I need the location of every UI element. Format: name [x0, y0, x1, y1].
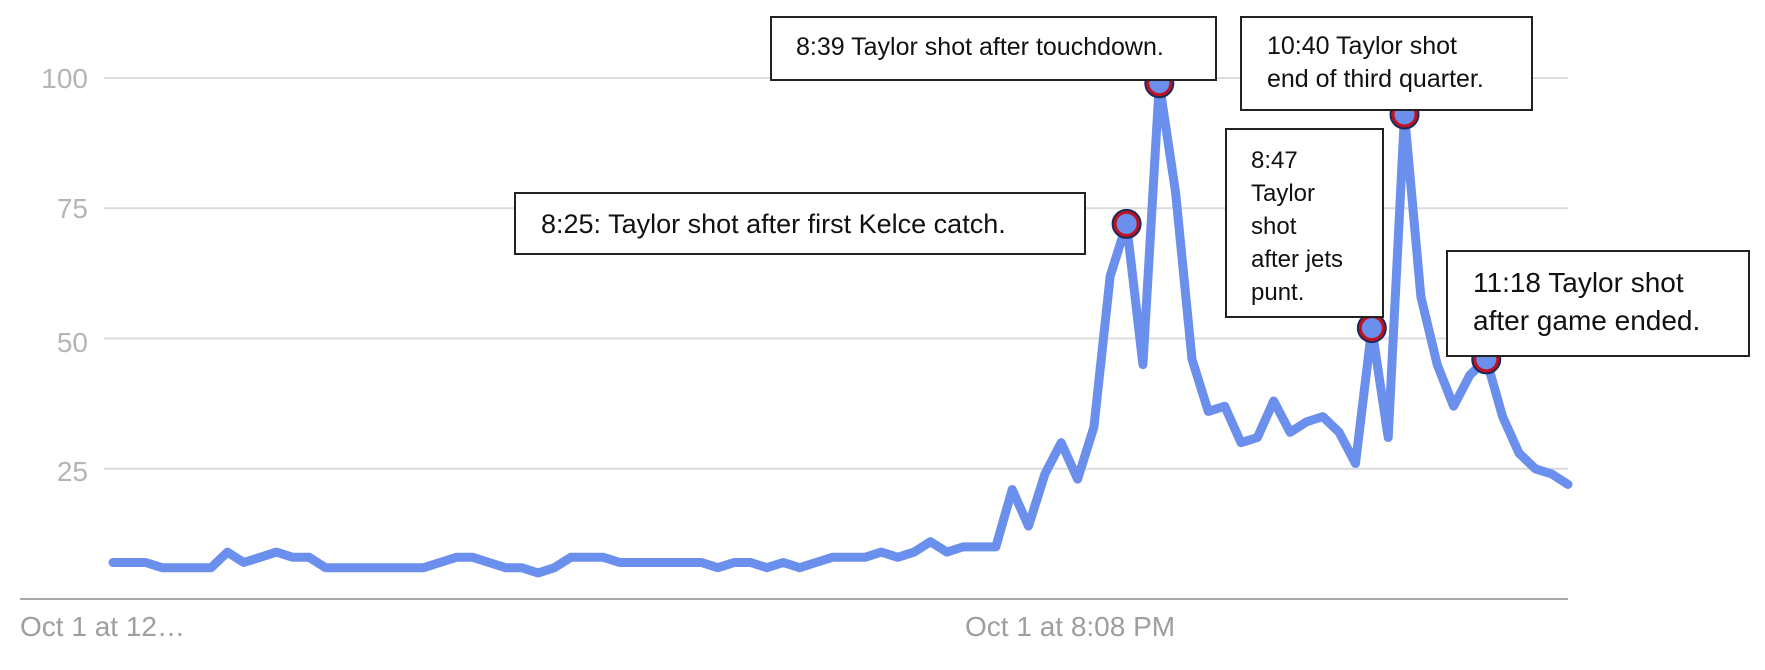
y-tick-label: 100 — [41, 63, 88, 94]
y-tick-label: 75 — [57, 193, 88, 224]
annotation-marker — [1112, 209, 1141, 238]
annotation-jets-punt: 8:47 Taylor shot after jets punt. — [1225, 128, 1384, 318]
y-tick-label: 50 — [57, 327, 88, 358]
annotation-marker-ring — [1111, 208, 1142, 239]
annotation-touchdown: 8:39 Taylor shot after touchdown. — [770, 16, 1217, 81]
x-tick-label: Oct 1 at 8:08 PM — [965, 611, 1175, 642]
series-line — [108, 78, 1573, 578]
annotation-game-ended: 11:18 Taylor shot after game ended. — [1446, 250, 1750, 357]
x-axis-ticks: Oct 1 at 12… Oct 1 at 8:08 PM — [20, 611, 1175, 642]
annotation-marker — [1357, 314, 1386, 343]
y-axis-ticks: 25 50 75 100 — [41, 63, 88, 487]
x-tick-label: Oct 1 at 12… — [20, 611, 185, 642]
series — [108, 78, 1573, 578]
y-tick-label: 25 — [57, 456, 88, 487]
annotation-kelce-catch: 8:25: Taylor shot after first Kelce catc… — [514, 192, 1086, 255]
annotation-third-quarter: 10:40 Taylor shot end of third quarter. — [1240, 16, 1533, 111]
